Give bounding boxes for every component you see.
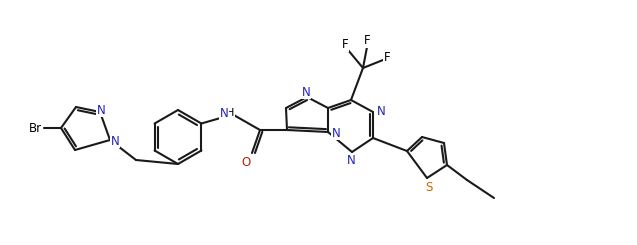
Text: N: N — [302, 86, 310, 98]
Text: F: F — [341, 38, 348, 51]
Text: N: N — [111, 135, 119, 147]
Text: N: N — [97, 103, 105, 117]
Text: O: O — [241, 156, 250, 169]
Text: F: F — [383, 50, 390, 63]
Text: Br: Br — [29, 122, 41, 135]
Text: N: N — [332, 126, 340, 139]
Text: N: N — [376, 105, 385, 118]
Text: N: N — [220, 107, 229, 120]
Text: S: S — [426, 181, 433, 194]
Text: F: F — [364, 35, 370, 48]
Text: N: N — [347, 154, 355, 167]
Text: H: H — [225, 108, 234, 118]
